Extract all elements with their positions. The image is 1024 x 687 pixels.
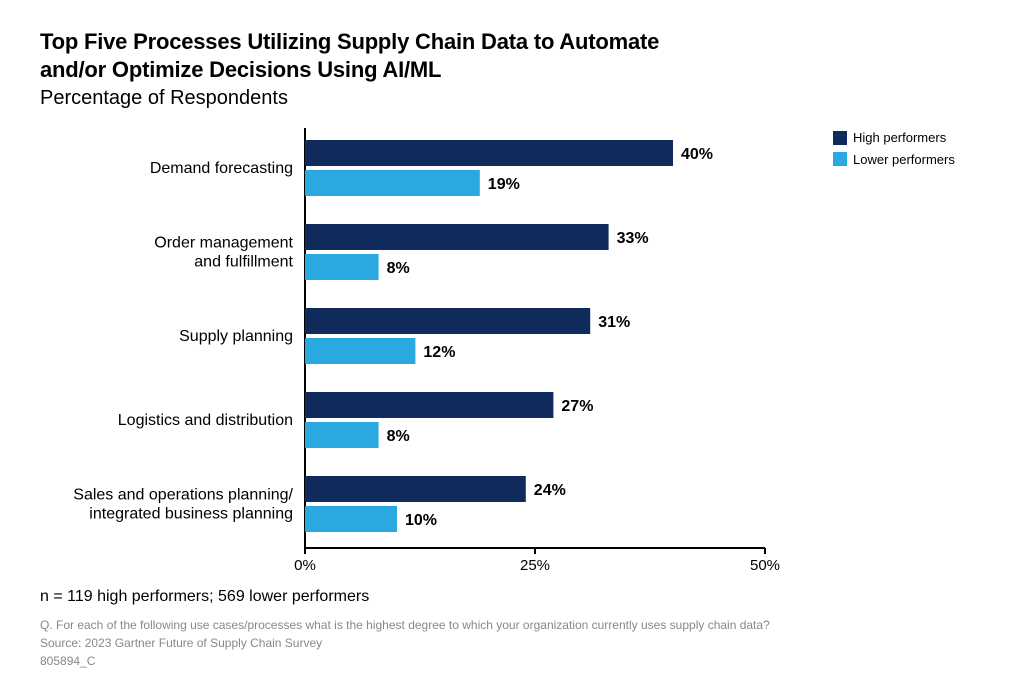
legend-label: High performers — [853, 128, 946, 148]
bar-high — [305, 476, 526, 502]
source-line: Source: 2023 Gartner Future of Supply Ch… — [40, 634, 984, 652]
x-tick-label: 50% — [750, 557, 780, 574]
bar-value-label: 40% — [681, 146, 713, 163]
category-label: Supply planning — [179, 328, 293, 345]
bar-value-label: 8% — [387, 260, 410, 277]
bar-value-label: 10% — [405, 512, 437, 529]
category-label: Logistics and distribution — [118, 412, 293, 429]
bar-low — [305, 170, 480, 196]
bar-value-label: 8% — [387, 428, 410, 445]
category-label: Sales and operations planning/ — [73, 487, 293, 504]
chart-plot-area: 0% 25% 50% 40% 19% Demand forecasting 33% 8% Ord… — [40, 128, 825, 578]
bar-high — [305, 224, 609, 250]
bar-value-label: 31% — [598, 314, 630, 331]
bar-value-label: 27% — [561, 398, 593, 415]
chart-container: 0% 25% 50% 40% 19% Demand forecasting 33% 8% Ord… — [40, 128, 984, 578]
footnote-block: Q. For each of the following use cases/p… — [40, 616, 984, 670]
title-line-2: and/or Optimize Decisions Using AI/ML — [40, 57, 441, 82]
reference-id: 805894_C — [40, 652, 984, 670]
bar-high — [305, 140, 673, 166]
bar-low — [305, 254, 379, 280]
bar-high — [305, 392, 553, 418]
legend-swatch — [833, 131, 847, 145]
legend: High performersLower performers — [833, 128, 955, 171]
legend-item: High performers — [833, 128, 955, 148]
sample-size-note: n = 119 high performers; 569 lower perfo… — [40, 588, 984, 606]
bar-low — [305, 422, 379, 448]
category-label: integrated business planning — [89, 506, 293, 523]
bar-value-label: 19% — [488, 176, 520, 193]
legend-item: Lower performers — [833, 150, 955, 170]
bar-low — [305, 506, 397, 532]
title-line-1: Top Five Processes Utilizing Supply Chai… — [40, 29, 659, 54]
x-tick-label: 25% — [520, 557, 550, 574]
bar-value-label: 33% — [617, 230, 649, 247]
legend-swatch — [833, 152, 847, 166]
survey-question: Q. For each of the following use cases/p… — [40, 616, 984, 634]
bar-value-label: 24% — [534, 482, 566, 499]
bar-value-label: 12% — [423, 344, 455, 361]
category-label: Demand forecasting — [150, 160, 293, 177]
chart-subtitle: Percentage of Respondents — [40, 87, 984, 110]
chart-title: Top Five Processes Utilizing Supply Chai… — [40, 28, 984, 83]
category-label: Order management — [154, 235, 293, 252]
bar-high — [305, 308, 590, 334]
x-tick-label: 0% — [294, 557, 316, 574]
bar-low — [305, 338, 415, 364]
legend-label: Lower performers — [853, 150, 955, 170]
category-label: and fulfillment — [194, 254, 293, 271]
bar-chart-svg: 0% 25% 50% 40% 19% Demand forecasting 33% 8% Ord… — [40, 128, 825, 578]
